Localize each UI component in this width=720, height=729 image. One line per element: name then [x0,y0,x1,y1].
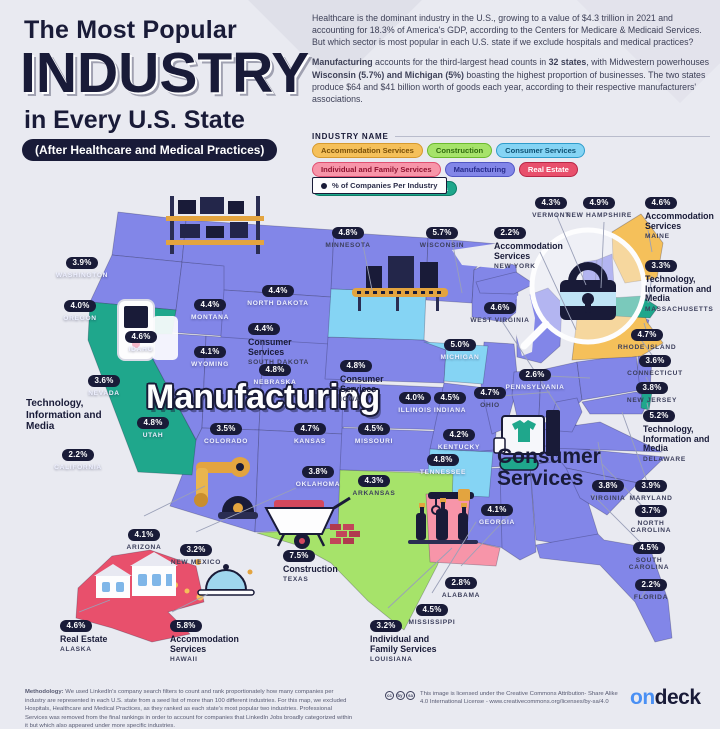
license-block: cc by sa This image is licensed under the … [385,690,620,707]
legend-pill: Accommodation Services [312,143,423,158]
legend-divider [394,136,710,137]
state-indiana [511,369,542,422]
state-florida [535,533,673,643]
state-michigan-up [475,271,535,295]
license-text: This image is licensed under the Creativ… [420,691,618,706]
smartphone-illustration [117,299,178,361]
methodology-text: Methodology: We used LinkedIn's company … [25,688,355,729]
leader-line [361,239,373,291]
cc-badge-sa: sa [406,691,415,700]
logo-part2: deck [654,686,701,709]
robot-arm-illustration [194,457,258,519]
intro-paragraph: Manufacturing accounts for the third-lar… [312,57,710,104]
consumer-services-region-label: Consumer Services [497,445,601,491]
leader-line [547,375,591,379]
intro-paragraph: Healthcare is the dominant industry in t… [312,13,702,48]
leader-line [501,391,551,397]
storefront-illustration [493,410,560,471]
leader-line [460,513,511,567]
cloche-illustration [195,559,255,596]
cc-badge-cc: cc [385,691,394,700]
intro-text: Healthcare is the dominant industry in t… [312,12,710,113]
leader-line [647,229,653,253]
leader-line [601,463,649,513]
legend-title: INDUSTRY NAME [312,132,389,141]
state-nebraska [324,336,447,384]
legend-pill: Manufacturing [444,162,515,177]
leader-line [451,239,463,294]
leader-line [431,521,477,594]
leader-line [78,599,111,613]
state-delaware [640,389,653,411]
dot-icon [321,182,327,189]
legend-pill: Individual and Family Services [312,162,441,177]
cc-badge-by: by [395,691,405,700]
conveyor-belt-illustration [352,256,448,311]
subtitle-pill: (After Healthcare and Medical Practices) [22,139,278,161]
leader-line [539,251,577,331]
cc-license-icon: cc by sa [385,691,415,707]
houses-illustration [94,552,178,598]
leader-line [621,411,650,488]
methodology-label: Methodology: [25,689,64,695]
legend-pill: Consumer Services [496,143,586,158]
legend-note-box: % of Companies Per Industry [312,177,447,194]
title-word: INDUSTRY [20,41,310,105]
leader-lines [78,213,658,613]
manufacturing-region-label: Manufacturing [146,378,381,416]
legend-pill: Real Estate [518,162,578,177]
leader-line [600,221,605,289]
leader-line [555,213,587,286]
title-line2: in Every U.S. State [24,106,245,134]
legend-header: INDUSTRY NAME [312,132,710,141]
leader-line [387,547,453,609]
state-iowa [423,341,489,385]
warehouse-shelf-illustration [166,196,264,254]
california-industry-label: Technology, Information and Media [26,398,102,432]
leader-line [591,493,648,550]
legend-note: % of Companies Per Industry [332,181,438,190]
leader-line [195,487,297,533]
title-line1: The Most Popular [24,16,237,44]
wheelbarrow-illustration [264,496,360,549]
methodology-body: We used LinkedIn's company search filter… [25,689,353,729]
magnifier-lock-illustration [520,227,647,350]
distillery-bottles-illustration [408,489,478,544]
leader-line [171,593,209,613]
ondeck-logo: ondeck [630,686,701,710]
leader-line [499,317,561,411]
leader-line [143,485,206,517]
legend-pill: Construction [426,143,493,158]
logo-part1: on [630,686,655,709]
leader-line [647,275,653,304]
